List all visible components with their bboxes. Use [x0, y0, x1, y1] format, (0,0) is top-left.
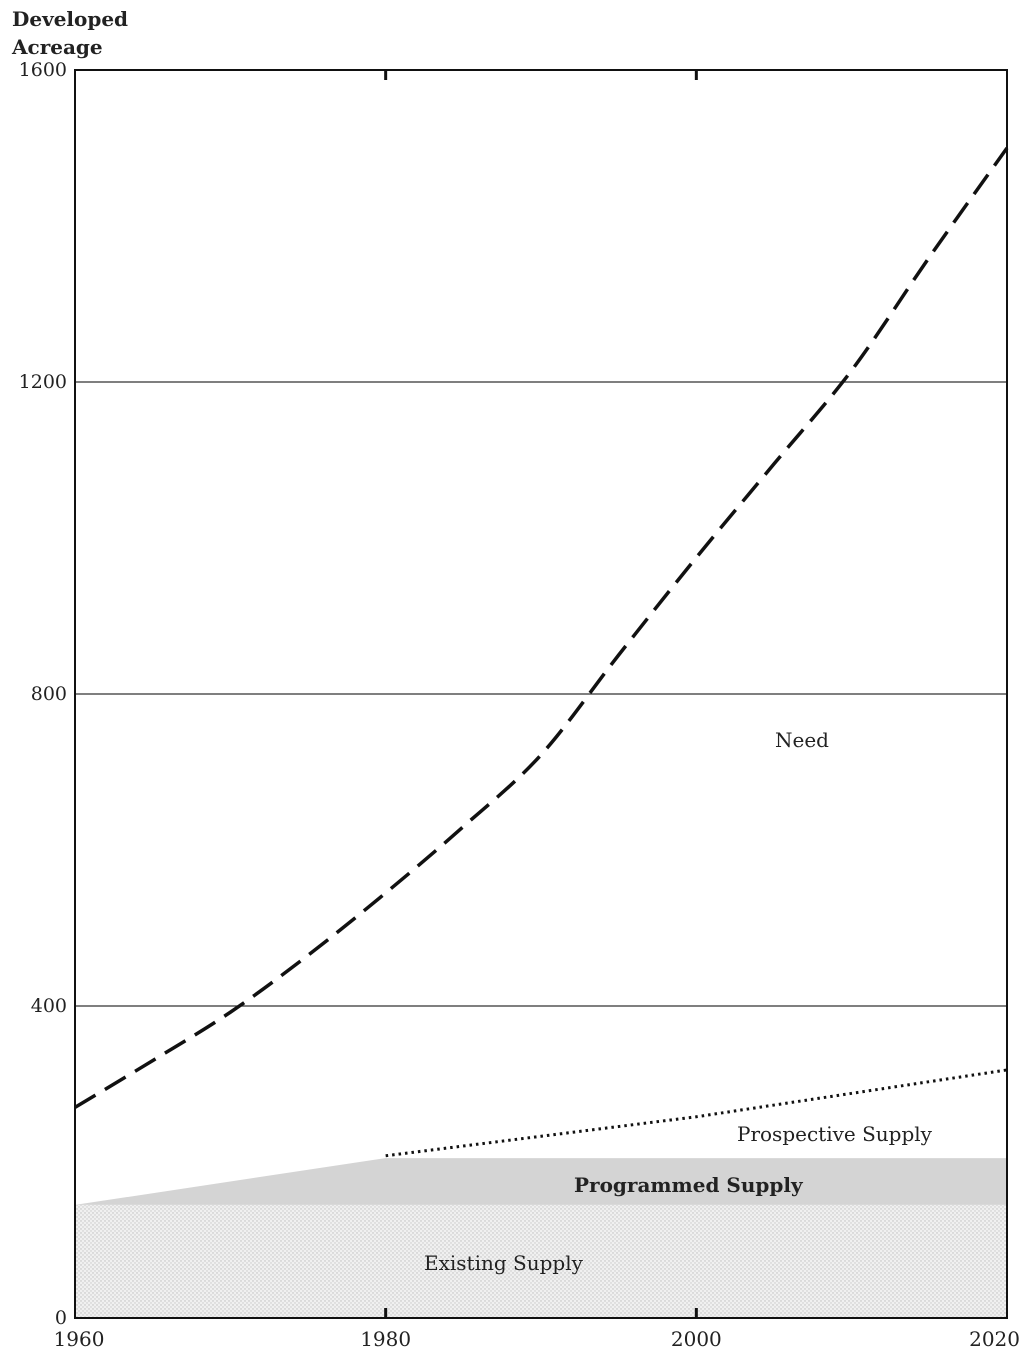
y-axis-label: Developed Acreage: [11, 7, 128, 59]
series-lines-layer: [74, 146, 1009, 1158]
area-layer: [75, 1158, 1007, 1318]
existing-supply-area: [75, 1204, 1007, 1318]
series-label-existing-supply: Existing Supply: [424, 1251, 584, 1275]
y-axis-label-line-2: Acreage: [11, 35, 103, 59]
series-label-prospective-supply: Prospective Supply: [737, 1122, 933, 1146]
plot-frame: [74, 69, 1008, 1319]
x-tick-label-1960: 1960: [54, 1327, 105, 1351]
y-tick-labels: 0 400 800 1200 1600: [19, 59, 67, 1329]
prospective-supply-line: [385, 1068, 1008, 1158]
y-tick-label-1600: 1600: [19, 59, 67, 81]
x-tick-label-1980: 1980: [360, 1327, 411, 1351]
y-axis-label-line-1: Developed: [12, 7, 128, 31]
y-tick-label-400: 400: [31, 995, 67, 1017]
programmed-supply-area: [75, 1158, 1007, 1205]
series-labels: Need Prospective Supply Programmed Suppl…: [424, 728, 933, 1275]
series-label-need: Need: [775, 728, 829, 752]
grid-layer: [75, 69, 1007, 1007]
x-tick-label-2020: 2020: [969, 1327, 1020, 1351]
series-label-programmed-supply: Programmed Supply: [574, 1173, 804, 1197]
x-tick-label-2000: 2000: [671, 1327, 722, 1351]
y-tick-label-1200: 1200: [19, 371, 67, 393]
x-tick-labels: 1960 1980 2000 2020: [54, 1327, 1020, 1351]
need-line: [74, 146, 1009, 1109]
y-tick-label-800: 800: [31, 683, 67, 705]
y-tick-label-0: 0: [55, 1307, 67, 1329]
plot-border: [74, 69, 1008, 1319]
